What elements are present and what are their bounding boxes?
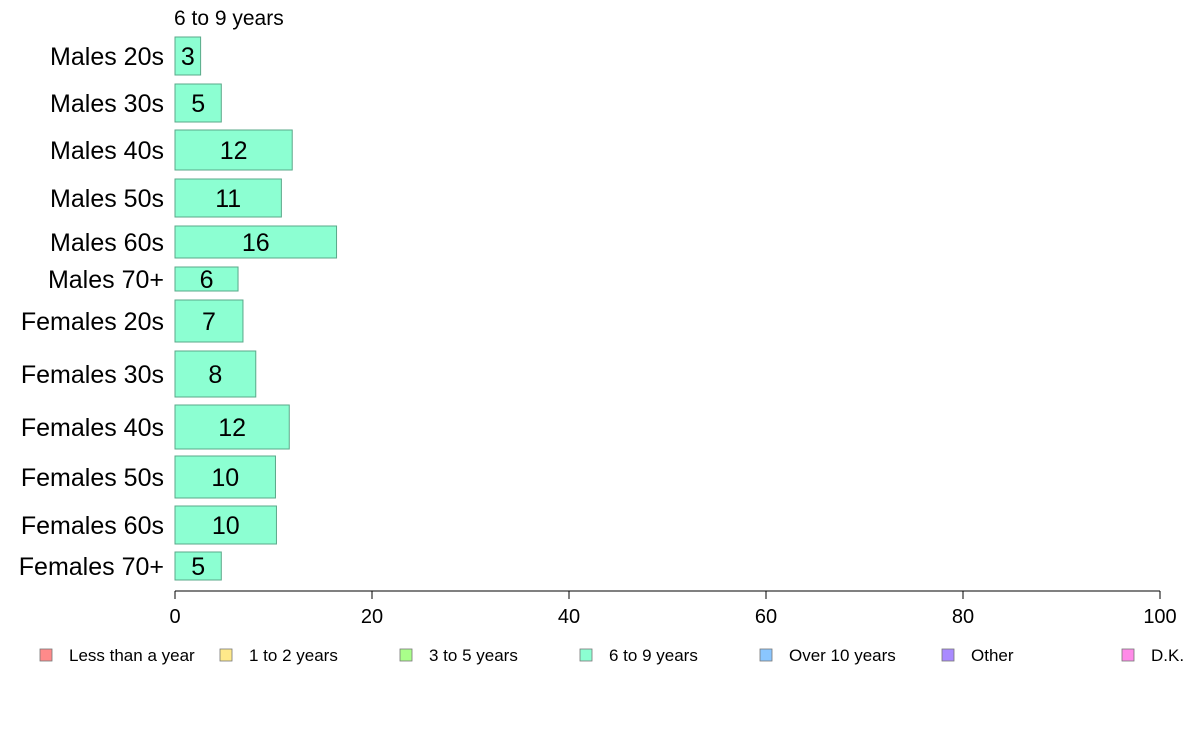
bar-value-label: 3 xyxy=(181,43,195,71)
panel-title: 6 to 9 years xyxy=(174,7,284,30)
bar xyxy=(174,505,277,545)
legend-label: 6 to 9 years xyxy=(609,646,698,665)
bar-value-label: 10 xyxy=(212,512,240,540)
category-label: Males 40s xyxy=(50,137,164,165)
bar xyxy=(174,36,202,76)
bar xyxy=(174,129,293,171)
bar xyxy=(174,404,290,450)
bar xyxy=(174,266,239,292)
category-label: Females 20s xyxy=(21,308,164,336)
bars xyxy=(174,36,338,581)
bar xyxy=(174,83,222,123)
bar xyxy=(174,455,276,499)
category-label: Males 50s xyxy=(50,185,164,213)
legend-swatch xyxy=(399,648,413,662)
category-labels: Males 20s Males 30s Males 40s Males 50s Male… xyxy=(19,43,164,581)
category-label: Males 70+ xyxy=(48,266,164,294)
legend-swatch xyxy=(579,648,593,662)
bar xyxy=(174,551,222,581)
bar-value-label: 12 xyxy=(218,414,246,442)
legend-label: 1 to 2 years xyxy=(249,646,338,665)
legend-swatch xyxy=(941,648,955,662)
x-tick-label: 40 xyxy=(558,606,580,628)
bar-value-label: 11 xyxy=(215,185,241,213)
bar-value-label: 16 xyxy=(242,229,270,257)
category-label: Females 60s xyxy=(21,512,164,540)
bar xyxy=(174,350,257,398)
bar xyxy=(174,178,282,218)
legend: Less than a year 1 to 2 years 3 to 5 years… xyxy=(39,646,1184,665)
category-label: Females 30s xyxy=(21,361,164,389)
bar-value-label: 10 xyxy=(211,464,239,492)
x-tick-label: 100 xyxy=(1143,606,1176,628)
category-label: Males 20s xyxy=(50,43,164,71)
legend-swatch xyxy=(219,648,233,662)
category-label: Males 60s xyxy=(50,229,164,257)
bar-value-label: 5 xyxy=(191,553,205,581)
category-label: Males 30s xyxy=(50,90,164,118)
bar xyxy=(174,225,338,259)
legend-label: D.K. xyxy=(1151,646,1184,665)
bar-value-label: 8 xyxy=(208,361,222,389)
legend-label: Less than a year xyxy=(69,646,195,665)
legend-label: Over 10 years xyxy=(789,646,896,665)
bar-value-label: 7 xyxy=(202,308,216,336)
bar-value-label: 6 xyxy=(200,266,214,294)
x-tick-label: 60 xyxy=(755,606,777,628)
x-tick-label: 20 xyxy=(361,606,383,628)
bar-value-label: 5 xyxy=(191,90,205,118)
category-label: Females 70+ xyxy=(19,553,164,581)
bar xyxy=(174,299,244,343)
legend-label: Other xyxy=(971,646,1014,665)
x-tick-label: 0 xyxy=(169,606,180,628)
bar-value-label: 12 xyxy=(220,137,248,165)
legend-swatch xyxy=(759,648,773,662)
x-tick-label: 80 xyxy=(952,606,974,628)
legend-label: 3 to 5 years xyxy=(429,646,518,665)
legend-swatch xyxy=(1121,648,1135,662)
category-label: Females 50s xyxy=(21,464,164,492)
legend-swatch xyxy=(39,648,53,662)
category-label: Females 40s xyxy=(21,414,164,442)
x-axis: 0 20 40 60 80 100 xyxy=(169,590,1177,628)
